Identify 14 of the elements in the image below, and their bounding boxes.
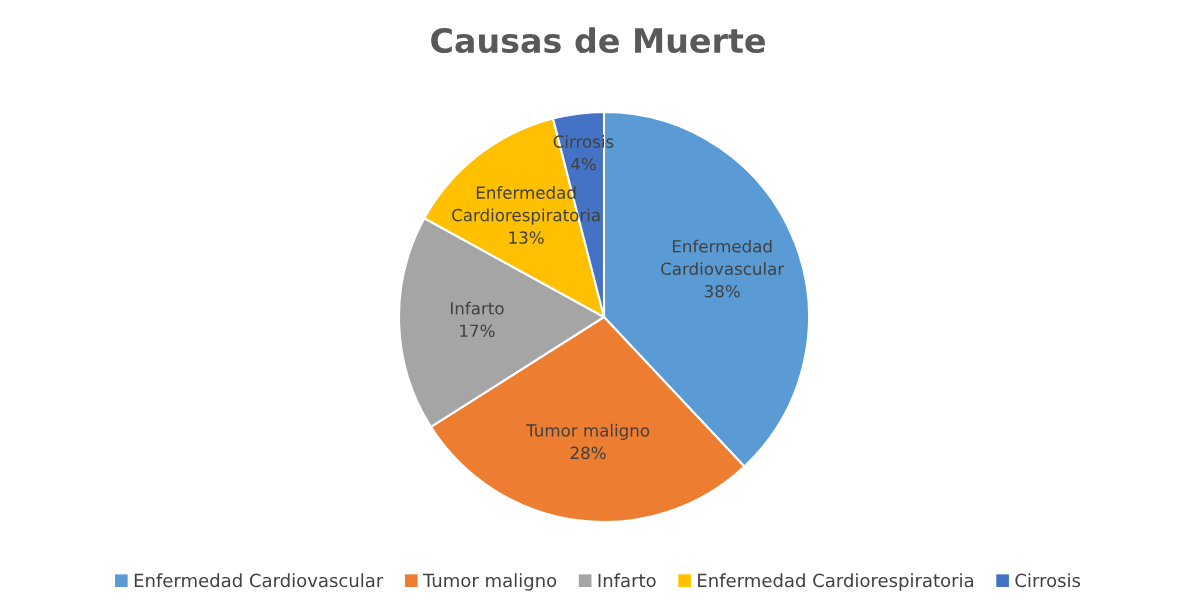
data-label: 38%	[704, 284, 740, 298]
legend-label: Infarto	[598, 573, 656, 588]
slice-label: Infarto	[451, 301, 504, 315]
data-label: 17%	[460, 324, 495, 338]
data-label: 28%	[570, 446, 606, 460]
legend-label: Cirrosis	[1015, 573, 1081, 588]
data-label: 4%	[571, 157, 596, 171]
legend-label: Enfermedad Cardiorespiratoria	[698, 573, 973, 591]
chart-title: Causas de Muerte	[431, 27, 765, 54]
data-label: 13%	[509, 231, 544, 244]
slice-label: Enfermedad Cardiovascular	[661, 239, 785, 276]
legend-label: Enfermedad Cardiovascular	[134, 573, 384, 588]
slice-label: Tumor maligno	[526, 423, 650, 440]
legend-label: Tumor maligno	[422, 573, 557, 591]
